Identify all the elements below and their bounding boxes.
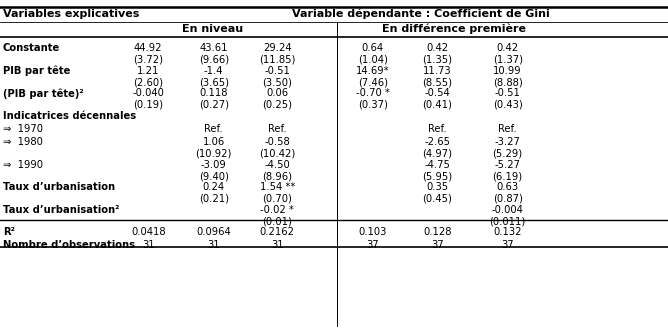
Text: (3.72): (3.72) <box>134 55 163 65</box>
Text: (1.35): (1.35) <box>423 55 452 65</box>
Text: Taux d’urbanisation²: Taux d’urbanisation² <box>3 205 119 214</box>
Text: 0.63: 0.63 <box>496 182 519 192</box>
Text: 44.92: 44.92 <box>134 43 162 53</box>
Text: (0.21): (0.21) <box>199 194 228 204</box>
Text: (7.46): (7.46) <box>358 77 387 87</box>
Text: (0.01): (0.01) <box>263 216 292 226</box>
Text: 29.24: 29.24 <box>263 43 291 53</box>
Text: (0.37): (0.37) <box>358 100 387 110</box>
Text: (1.37): (1.37) <box>493 55 522 65</box>
Text: (6.19): (6.19) <box>492 171 523 181</box>
Text: R²: R² <box>3 227 15 237</box>
Text: (5.95): (5.95) <box>422 171 453 181</box>
Text: -1.4: -1.4 <box>204 66 224 75</box>
Text: 11.73: 11.73 <box>424 66 452 75</box>
Text: (3.65): (3.65) <box>199 77 228 87</box>
Text: 0.24: 0.24 <box>202 182 225 192</box>
Text: 0.64: 0.64 <box>361 43 384 53</box>
Text: (4.97): (4.97) <box>423 149 452 159</box>
Text: -0.51: -0.51 <box>265 66 290 75</box>
Text: (9.66): (9.66) <box>198 55 229 65</box>
Text: Variables explicatives: Variables explicatives <box>3 9 139 19</box>
Text: (PIB par tête)²: (PIB par tête)² <box>3 88 84 99</box>
Text: (1.04): (1.04) <box>358 55 387 65</box>
Text: 1.06: 1.06 <box>202 137 225 147</box>
Text: 1.21: 1.21 <box>137 66 160 75</box>
Text: En différence première: En différence première <box>382 24 526 34</box>
Text: 14.69*: 14.69* <box>356 66 389 75</box>
Text: -0.040: -0.040 <box>132 88 164 98</box>
Text: ⇒  1990: ⇒ 1990 <box>3 160 43 169</box>
Text: (0.87): (0.87) <box>493 194 522 204</box>
Text: 0.42: 0.42 <box>496 43 519 53</box>
Text: (0.41): (0.41) <box>423 100 452 110</box>
Text: (2.60): (2.60) <box>134 77 163 87</box>
Text: -3.27: -3.27 <box>495 137 520 147</box>
Text: (10.42): (10.42) <box>259 149 295 159</box>
Text: ⇒  1970: ⇒ 1970 <box>3 124 43 134</box>
Text: (8.96): (8.96) <box>263 171 292 181</box>
Text: 31: 31 <box>208 240 220 250</box>
Text: (0.43): (0.43) <box>493 100 522 110</box>
Text: (0.19): (0.19) <box>134 100 163 110</box>
Text: Ref.: Ref. <box>268 124 287 134</box>
Text: 1.54 **: 1.54 ** <box>260 182 295 192</box>
Text: (0.45): (0.45) <box>423 194 452 204</box>
Text: -3.09: -3.09 <box>201 160 226 169</box>
Text: PIB par tête: PIB par tête <box>3 66 70 76</box>
Text: 43.61: 43.61 <box>200 43 228 53</box>
Text: 37: 37 <box>367 240 379 250</box>
Text: 0.103: 0.103 <box>359 227 387 237</box>
Text: 0.2162: 0.2162 <box>260 227 295 237</box>
Text: 0.35: 0.35 <box>426 182 449 192</box>
Text: (5.29): (5.29) <box>492 149 523 159</box>
Text: ⇒  1980: ⇒ 1980 <box>3 137 43 147</box>
Text: (0.25): (0.25) <box>263 100 292 110</box>
Text: (0.011): (0.011) <box>490 216 526 226</box>
Text: 0.0418: 0.0418 <box>131 227 166 237</box>
Text: Ref.: Ref. <box>498 124 517 134</box>
Text: -0.51: -0.51 <box>495 88 520 98</box>
Text: -2.65: -2.65 <box>425 137 450 147</box>
Text: -4.75: -4.75 <box>425 160 450 169</box>
Text: -0.004: -0.004 <box>492 205 524 214</box>
Text: 0.0964: 0.0964 <box>196 227 231 237</box>
Text: Ref.: Ref. <box>428 124 447 134</box>
Text: Indicatrices décennales: Indicatrices décennales <box>3 111 136 120</box>
Text: (8.55): (8.55) <box>423 77 452 87</box>
Text: (0.70): (0.70) <box>263 194 292 204</box>
Text: (8.88): (8.88) <box>493 77 522 87</box>
Text: Taux d’urbanisation: Taux d’urbanisation <box>3 182 115 192</box>
Text: 37: 37 <box>502 240 514 250</box>
Text: Ref.: Ref. <box>204 124 223 134</box>
Text: (3.50): (3.50) <box>263 77 292 87</box>
Text: 10.99: 10.99 <box>494 66 522 75</box>
Text: En niveau: En niveau <box>182 24 243 34</box>
Text: -0.02 *: -0.02 * <box>261 205 294 214</box>
Text: Variable dépendante : Coefficient de Gini: Variable dépendante : Coefficient de Gin… <box>292 9 550 19</box>
Text: -0.58: -0.58 <box>265 137 290 147</box>
Text: 0.132: 0.132 <box>494 227 522 237</box>
Text: 0.42: 0.42 <box>426 43 449 53</box>
Text: -0.54: -0.54 <box>425 88 450 98</box>
Text: 31: 31 <box>142 240 154 250</box>
Text: 31: 31 <box>271 240 283 250</box>
Text: 0.128: 0.128 <box>424 227 452 237</box>
Text: (10.92): (10.92) <box>196 149 232 159</box>
Text: 0.06: 0.06 <box>266 88 289 98</box>
Text: Nombre d’observations: Nombre d’observations <box>3 240 135 250</box>
Text: -4.50: -4.50 <box>265 160 290 169</box>
Text: -5.27: -5.27 <box>495 160 520 169</box>
Text: (0.27): (0.27) <box>199 100 228 110</box>
Text: -0.70 *: -0.70 * <box>356 88 389 98</box>
Text: Constante: Constante <box>3 43 60 53</box>
Text: 37: 37 <box>432 240 444 250</box>
Text: 0.118: 0.118 <box>200 88 228 98</box>
Text: (9.40): (9.40) <box>199 171 228 181</box>
Text: (11.85): (11.85) <box>259 55 295 65</box>
